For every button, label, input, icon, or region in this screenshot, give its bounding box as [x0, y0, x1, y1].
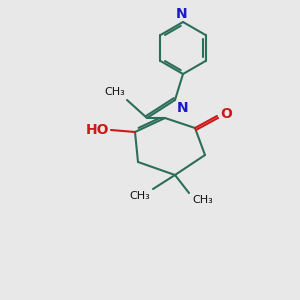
Text: HO: HO [85, 123, 109, 137]
Text: N: N [177, 101, 189, 115]
Text: N: N [176, 7, 188, 21]
Text: CH₃: CH₃ [129, 191, 150, 201]
Text: CH₃: CH₃ [104, 87, 125, 97]
Text: CH₃: CH₃ [192, 195, 213, 205]
Text: O: O [220, 107, 232, 121]
